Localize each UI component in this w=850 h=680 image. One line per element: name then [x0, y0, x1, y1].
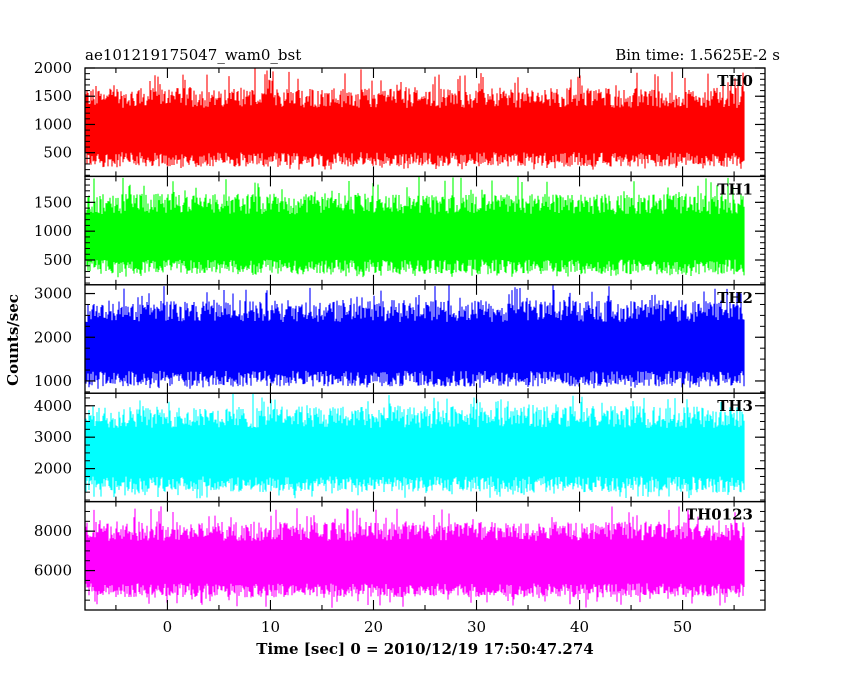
y-tick-label: 4000 — [34, 397, 72, 415]
y-tick-label: 500 — [43, 251, 72, 269]
series-th1 — [84, 176, 745, 278]
y-tick-label: 2000 — [34, 328, 72, 346]
series-th2 — [84, 285, 745, 389]
y-axis-title: Counts/sec — [4, 294, 22, 386]
panel-label-th3: TH3 — [717, 397, 753, 415]
y-tick-label: 1500 — [34, 193, 72, 211]
y-tick-label: 1000 — [34, 372, 72, 390]
y-tick-label: 2000 — [34, 59, 72, 77]
bin-time-label: Bin time: 1.5625E-2 s — [615, 46, 780, 64]
panel-th2: 1000 2000 3000 TH2 — [34, 284, 766, 394]
panels-group: 500100015002000TH050010001500TH110002000… — [34, 59, 766, 636]
panel-label-th0123: TH0123 — [686, 506, 753, 524]
panel-th1: 500 1000 1500 TH1 — [34, 175, 766, 286]
x-axis-title: Time [sec] 0 = 2010/12/19 17:50:47.274 — [256, 640, 593, 658]
panel-label-th1: TH1 — [717, 180, 753, 198]
y-tick-label: 500 — [43, 144, 72, 162]
y-tick-label: 3000 — [34, 285, 72, 303]
y-tick-label: 3000 — [34, 428, 72, 446]
y-tick-label: 8000 — [34, 522, 72, 540]
y-tick-label: 1500 — [34, 87, 72, 105]
figure-title: ae101219175047_wam0_bst — [85, 46, 301, 64]
x-tick-label: 0 — [163, 618, 173, 636]
panel-th0: 500 1000 1500 2000 TH0 — [34, 59, 766, 178]
x-tick-label: 50 — [673, 618, 692, 636]
y-tick-label: 1000 — [34, 115, 72, 133]
panel-th3: 2000 3000 4000 TH3 — [34, 392, 766, 503]
x-tick-label: 20 — [364, 618, 383, 636]
y-tick-label: 2000 — [34, 460, 72, 478]
panel-th0123: 6000 8000 TH0123 — [34, 500, 766, 611]
series-th0 — [84, 68, 745, 170]
x-tick-label: 40 — [570, 618, 589, 636]
x-tick-label: 10 — [261, 618, 280, 636]
series-th0123 — [84, 506, 745, 608]
x-tick-label: 30 — [467, 618, 486, 636]
panel-label-th2: TH2 — [717, 289, 753, 307]
series-th3 — [84, 393, 745, 499]
y-tick-label: 6000 — [34, 562, 72, 580]
y-tick-label: 1000 — [34, 222, 72, 240]
panel-label-th0: TH0 — [717, 72, 753, 90]
